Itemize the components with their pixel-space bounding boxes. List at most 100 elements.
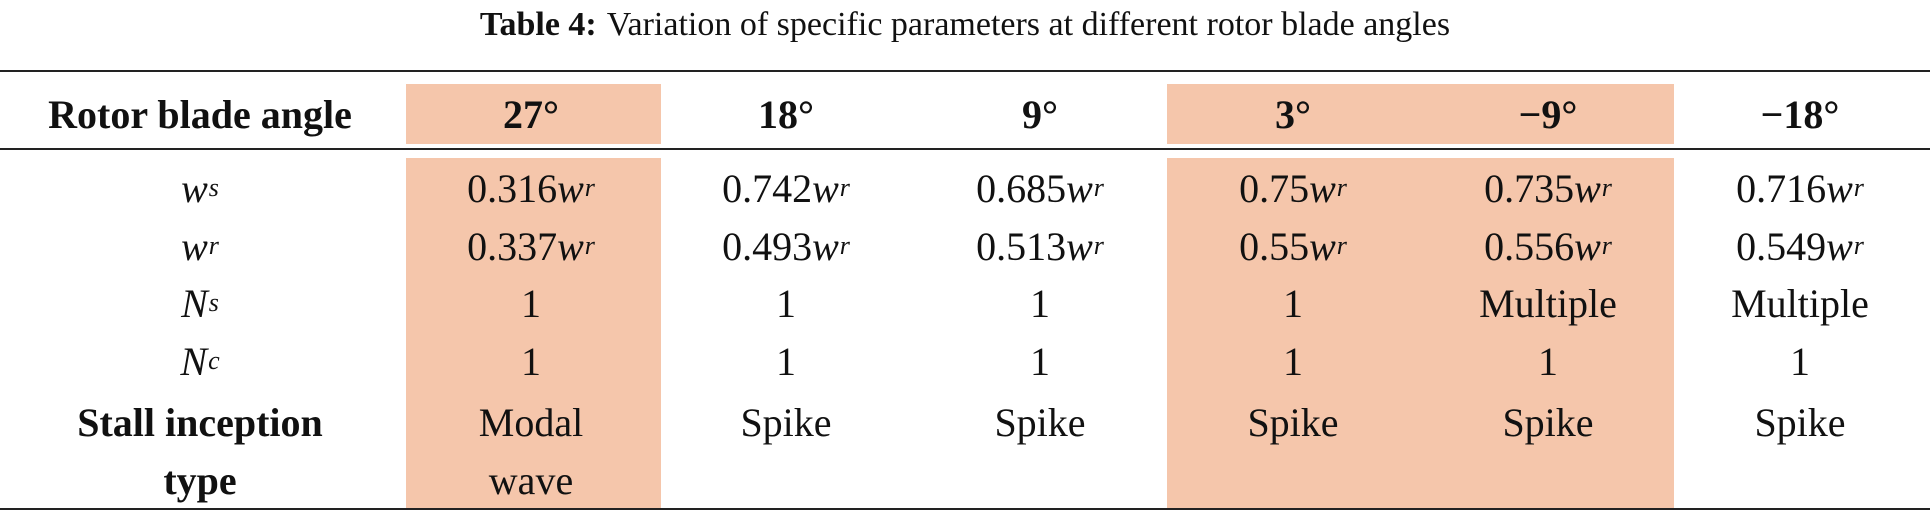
cell-number: 0.513 [976, 223, 1067, 269]
column-highlight [1421, 158, 1674, 508]
column-highlight [406, 158, 661, 508]
row-symbol: w [181, 165, 208, 211]
cell-variable: w [1309, 165, 1336, 211]
cell-number: 0.735 [1484, 165, 1575, 211]
table-cell: Multiple [1731, 280, 1869, 326]
header-angle: 27° [503, 91, 559, 137]
table-cell: 0.513 w r [915, 220, 1165, 272]
stall-label-line-1: Stall inception [77, 400, 323, 445]
header-angle: 9° [1022, 91, 1058, 137]
cell-number: 0.716 [1736, 165, 1827, 211]
cell-number: 0.742 [722, 165, 813, 211]
cell-variable: w [1574, 165, 1601, 211]
table-cell: 1 [1283, 338, 1303, 384]
table-cell: Multiple [1479, 280, 1617, 326]
header-rule [0, 148, 1930, 150]
cell-number: 0.685 [976, 165, 1067, 211]
cell-variable: w [1066, 223, 1093, 269]
stall-type-text: Spike [1502, 400, 1594, 445]
table-cell: 0.685 w r [915, 162, 1165, 214]
cell-variable-subscript: r [1093, 231, 1104, 260]
stall-type-cell: Spike [915, 394, 1165, 508]
table-cell: 0.316 w r [406, 162, 656, 214]
cell-variable-subscript: r [584, 173, 595, 202]
cell-variable-subscript: r [839, 173, 850, 202]
cell-variable: w [812, 223, 839, 269]
header-angle: 3° [1275, 91, 1311, 137]
cell-number: 0.493 [722, 223, 813, 269]
table-cell: 0.493 w r [661, 220, 911, 272]
row-symbol-subscript: s [208, 288, 219, 317]
row-label-stall-inception-type: Stall inception type [0, 394, 400, 508]
stall-type-text: wave [488, 458, 574, 503]
cell-variable-subscript: r [584, 231, 595, 260]
header-rotor-blade-angle: Rotor blade angle [48, 91, 352, 137]
stall-type-text: Modal [478, 400, 584, 445]
stall-type-text: Spike [740, 400, 832, 445]
stall-type-cell: Spike [1168, 394, 1418, 508]
table-cell: 0.549 w r [1675, 220, 1925, 272]
stall-type-cell: Spike [1675, 394, 1925, 508]
cell-number: 0.316 [467, 165, 558, 211]
stall-type-cell: Spike [661, 394, 911, 508]
cell-variable-subscript: r [1853, 231, 1864, 260]
table-cell: 0.742 w r [661, 162, 911, 214]
table-cell: 0.716 w r [1675, 162, 1925, 214]
column-highlight [406, 84, 661, 144]
table-cell: 1 [776, 338, 796, 384]
stall-type-cell: Modal wave [406, 394, 656, 508]
cell-variable: w [1826, 223, 1853, 269]
cell-variable-subscript: r [1853, 173, 1864, 202]
table-cell: 0.55 w r [1168, 220, 1418, 272]
stall-type-text: Spike [994, 400, 1086, 445]
cell-variable: w [812, 165, 839, 211]
caption-label: Table 4: [479, 6, 597, 43]
column-highlight [1167, 158, 1421, 508]
cell-number: 0.337 [467, 223, 558, 269]
cell-variable: w [557, 165, 584, 211]
cell-number: 0.75 [1239, 165, 1310, 211]
table-cell: 1 [1030, 338, 1050, 384]
cell-number: 0.55 [1239, 223, 1310, 269]
table-cell: 1 [1538, 338, 1558, 384]
cell-variable: w [1574, 223, 1601, 269]
cell-number: 0.549 [1736, 223, 1827, 269]
stall-type-text: Spike [1247, 400, 1339, 445]
stall-type-cell: Spike [1423, 394, 1673, 508]
table-cell: 0.735 w r [1423, 162, 1673, 214]
table-cell: 1 [1030, 280, 1050, 326]
cell-variable: w [557, 223, 584, 269]
cell-variable: w [1309, 223, 1336, 269]
row-symbol: w [181, 223, 208, 269]
table-cell: 1 [521, 338, 541, 384]
stall-label-line-2: type [163, 458, 237, 503]
cell-variable-subscript: r [1601, 231, 1612, 260]
cell-variable: w [1066, 165, 1093, 211]
cell-variable-subscript: r [839, 231, 850, 260]
cell-variable: w [1826, 165, 1853, 211]
header-angle: 18° [758, 91, 814, 137]
table-cell: 1 [1283, 280, 1303, 326]
table-cell: 1 [776, 280, 796, 326]
table-cell: 0.556 w r [1423, 220, 1673, 272]
header-angle: −9° [1518, 91, 1578, 137]
bottom-rule [0, 508, 1930, 510]
table-cell: 0.337 w r [406, 220, 656, 272]
caption-text: Variation of specific parameters at diff… [606, 6, 1451, 43]
row-symbol-subscript: r [208, 231, 219, 260]
top-rule [0, 70, 1930, 72]
row-symbol-subscript: s [208, 173, 219, 202]
cell-variable-subscript: r [1336, 231, 1347, 260]
column-highlight [1421, 84, 1674, 144]
table-cell: 1 [1790, 338, 1810, 384]
cell-variable-subscript: r [1093, 173, 1104, 202]
table-caption: Table 4: Variation of specific parameter… [0, 0, 1930, 50]
cell-variable-subscript: r [1601, 173, 1612, 202]
row-symbol: N [181, 280, 208, 326]
cell-variable-subscript: r [1336, 173, 1347, 202]
column-highlight [1167, 84, 1421, 144]
